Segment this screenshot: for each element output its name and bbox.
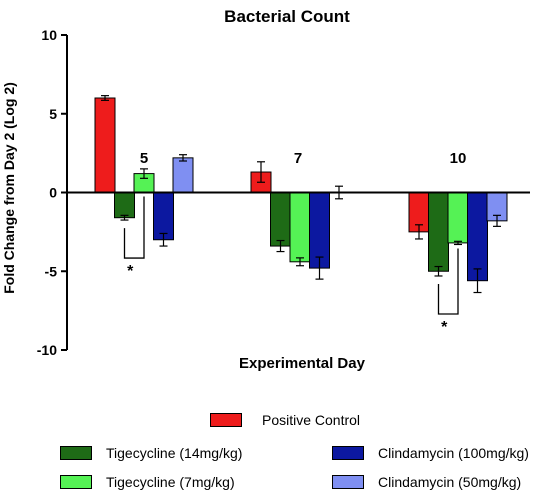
bar — [94, 97, 116, 193]
legend-swatch-positive-control — [210, 413, 242, 427]
significance-marker: * — [441, 319, 448, 336]
y-tick-label: -5 — [45, 263, 58, 279]
significance-bracket — [123, 196, 145, 259]
legend-item-tigecycline-7: Tigecycline (7mg/kg) — [60, 474, 235, 490]
significance-bracket — [437, 248, 459, 315]
bar — [289, 192, 311, 263]
category-label: 7 — [294, 150, 302, 167]
bar — [428, 192, 449, 272]
legend-item-positive-control: Positive Control — [210, 412, 360, 428]
category-label: 10 — [450, 150, 467, 167]
legend-label-clindamycin-50: Clindamycin (50mg/kg) — [378, 474, 522, 490]
bar — [270, 192, 291, 247]
plot-area: -10 -5 0 5 10 5 7 10 * * — [37, 27, 530, 358]
legend-label-tigecycline-14: Tigecycline (14mg/kg) — [106, 445, 243, 461]
legend-swatch-tigecycline-14 — [60, 446, 92, 460]
legend-swatch-tigecycline-7 — [60, 475, 92, 489]
x-axis-label: Experimental Day — [239, 355, 366, 372]
legend-swatch-clindamycin-100 — [332, 446, 364, 460]
y-axis-label: Fold Change from Day 2 (Log 2) — [1, 82, 17, 294]
significance-marker: * — [127, 263, 134, 280]
legend-label-tigecycline-7: Tigecycline (7mg/kg) — [106, 474, 235, 490]
bar — [172, 157, 194, 194]
y-tick-label: 5 — [49, 106, 57, 122]
legend-label-positive-control: Positive Control — [262, 412, 361, 428]
legend-item-clindamycin-100: Clindamycin (100mg/kg) — [332, 445, 529, 461]
y-tick-label: 10 — [41, 27, 57, 43]
legend-swatch-clindamycin-50 — [332, 475, 364, 489]
bar — [467, 192, 488, 282]
legend-item-clindamycin-50: Clindamycin (50mg/kg) — [332, 474, 521, 490]
bacterial-count-chart: Bacterial Count Fold Change from Day 2 (… — [1, 7, 530, 372]
bar — [447, 192, 469, 244]
chart-title: Bacterial Count — [224, 7, 350, 26]
bar — [114, 192, 135, 219]
bar — [153, 192, 174, 241]
legend-label-clindamycin-100: Clindamycin (100mg/kg) — [378, 445, 529, 461]
category-label: 5 — [140, 150, 148, 167]
y-tick-label: 0 — [49, 185, 57, 201]
y-tick-label: -10 — [37, 342, 57, 358]
legend-item-tigecycline-14: Tigecycline (14mg/kg) — [60, 445, 242, 461]
